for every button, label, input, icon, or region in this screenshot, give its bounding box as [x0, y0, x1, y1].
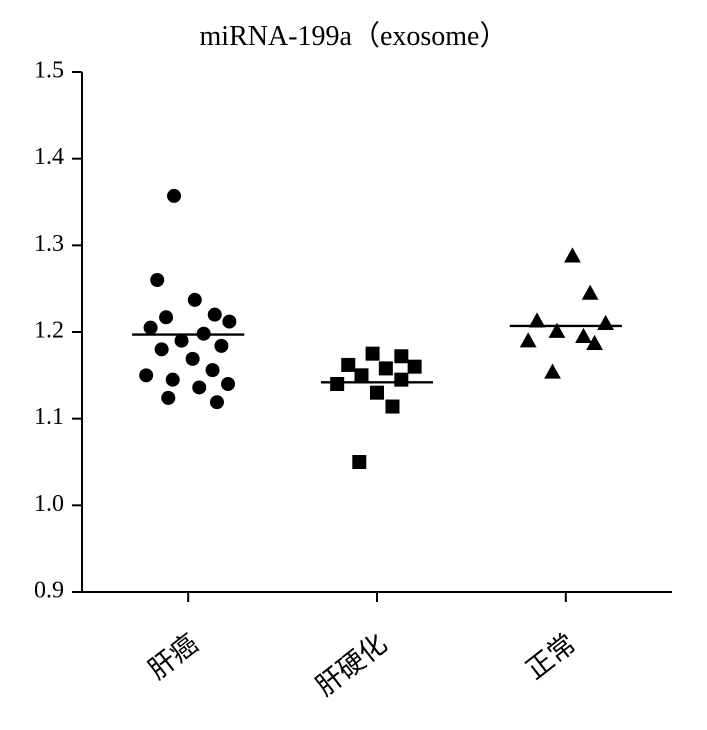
data-point [385, 400, 399, 414]
data-point [355, 368, 369, 382]
data-point [150, 273, 164, 287]
data-point [575, 328, 592, 343]
y-tick-label: 0.9 [34, 578, 64, 604]
x-category-label: 肝硬化 [310, 628, 392, 702]
data-point [139, 368, 153, 382]
data-point [167, 189, 181, 203]
data-point [529, 312, 546, 327]
scatter-plot: 0.9 1.0 1.1 1.2 1.3 1.4 1.5 肝癌 肝硬化 正常 [0, 0, 707, 725]
data-point [370, 386, 384, 400]
data-point [582, 285, 599, 300]
data-point [192, 380, 206, 394]
data-point [408, 360, 422, 374]
data-point [188, 293, 202, 307]
data-point [166, 373, 180, 387]
y-tick-label: 1.2 [34, 318, 64, 344]
data-point [214, 339, 228, 353]
data-point [520, 332, 537, 347]
data-point [222, 315, 236, 329]
chart-title: miRNA-199a（exosome） [0, 14, 707, 54]
data-point [544, 363, 561, 378]
y-tick-label: 1.0 [34, 491, 64, 517]
data-point [352, 455, 366, 469]
data-point [210, 395, 224, 409]
data-point [341, 358, 355, 372]
data-point [597, 315, 614, 330]
data-point [144, 321, 158, 335]
y-tick-label: 1.3 [34, 231, 64, 257]
y-tick-label: 1.1 [34, 404, 64, 430]
data-point [221, 377, 235, 391]
data-point [186, 352, 200, 366]
data-point [394, 373, 408, 387]
x-category-label: 正常 [520, 628, 581, 685]
data-point [175, 334, 189, 348]
data-point [366, 347, 380, 361]
data-point [394, 349, 408, 363]
data-point [159, 310, 173, 324]
data-point [206, 363, 220, 377]
data-point [155, 342, 169, 356]
y-tick-label: 1.4 [34, 144, 64, 170]
data-point [564, 247, 581, 262]
data-point [161, 391, 175, 405]
data-point [330, 377, 344, 391]
data-point [379, 361, 393, 375]
x-category-label: 肝癌 [143, 628, 204, 685]
data-point [197, 327, 211, 341]
data-point [208, 308, 222, 322]
y-tick-label: 1.5 [34, 58, 64, 84]
chart-container: miRNA-199a（exosome） 0.9 1.0 1.1 1.2 1.3 1.4 1.… [0, 0, 707, 725]
